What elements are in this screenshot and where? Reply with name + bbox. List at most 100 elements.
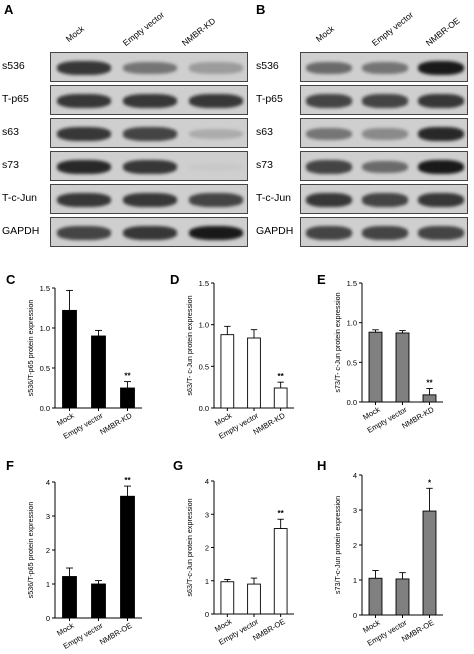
y-tick-label: 0.5 xyxy=(199,362,209,371)
blot-strip xyxy=(50,52,248,82)
y-tick-label: 1.0 xyxy=(199,321,209,330)
y-tick-label: 1.0 xyxy=(347,319,357,328)
blot-row-label: T-c-Jun xyxy=(256,192,292,204)
bar xyxy=(395,332,410,403)
blot-strip xyxy=(50,118,248,148)
blot-strip xyxy=(50,184,248,214)
blot-band xyxy=(122,93,178,108)
blot-band xyxy=(306,61,352,75)
blot-band xyxy=(56,126,112,141)
panel-letter-b: B xyxy=(256,2,266,17)
y-tick-label: 4 xyxy=(205,477,209,486)
y-tick-label: 3 xyxy=(205,510,209,519)
blot-band xyxy=(188,62,244,74)
blot-band xyxy=(362,193,408,207)
blot-band xyxy=(56,93,112,108)
y-axis-label: s73/T-c-Jun protein expression xyxy=(333,496,342,594)
blot-band xyxy=(56,192,112,207)
bar xyxy=(395,578,410,616)
y-tick-label: 1.5 xyxy=(199,279,209,288)
blot-row-label: s63 xyxy=(2,126,19,138)
bar xyxy=(247,337,261,409)
bar xyxy=(273,528,288,615)
significance-marker: ** xyxy=(278,372,285,381)
western-blot-b: Mock Empty vector NMBR-OE s536 T-p65 s63 s7… xyxy=(250,0,474,247)
panel-letter: C xyxy=(6,272,16,287)
blot-row-label: GAPDH xyxy=(2,225,40,237)
blot-row-label: s73 xyxy=(256,159,273,171)
blot-band xyxy=(418,159,464,175)
significance-marker: ** xyxy=(278,509,285,518)
y-tick-label: 1.0 xyxy=(40,324,50,333)
blot-row-label: s536 xyxy=(256,60,279,72)
blot-band xyxy=(418,192,464,207)
y-tick-label: 0.5 xyxy=(347,358,357,367)
panel-letter: D xyxy=(170,272,179,287)
blot-band xyxy=(306,160,352,174)
y-tick-label: 4 xyxy=(46,478,50,487)
blot-strip xyxy=(300,217,468,247)
blot-strip xyxy=(300,151,468,181)
blot-band xyxy=(306,226,352,240)
blot-band xyxy=(56,226,112,240)
y-tick-label: 0 xyxy=(353,611,357,620)
y-tick-label: 1.5 xyxy=(40,284,50,293)
x-tick-label: Mock xyxy=(55,411,75,428)
y-tick-label: 0.0 xyxy=(347,398,357,407)
y-tick-label: 0.0 xyxy=(40,404,50,413)
blot-band xyxy=(122,192,178,207)
y-tick-label: 4 xyxy=(353,471,357,480)
blot-band xyxy=(122,127,178,141)
blot-band xyxy=(418,60,464,76)
y-tick-label: 3 xyxy=(46,512,50,521)
panel-letter-a: A xyxy=(4,2,14,17)
y-tick-label: 2 xyxy=(205,544,209,553)
blot-band xyxy=(306,127,352,141)
panel-letter: E xyxy=(317,272,326,287)
bar xyxy=(368,331,383,403)
blot-band xyxy=(188,128,244,140)
bar xyxy=(422,394,437,403)
panel-letter: F xyxy=(6,458,14,473)
blot-band xyxy=(362,94,408,108)
blot-band xyxy=(188,225,244,241)
y-tick-label: 1 xyxy=(353,576,357,585)
panel-letter: G xyxy=(173,458,183,473)
y-tick-label: 1 xyxy=(46,580,50,589)
blot-band xyxy=(362,226,408,240)
y-tick-label: 0 xyxy=(46,614,50,623)
bar xyxy=(273,387,288,409)
blot-band xyxy=(306,192,352,207)
blot-row-label: T-p65 xyxy=(256,93,283,105)
y-tick-label: 1 xyxy=(205,577,209,586)
y-tick-label: 0 xyxy=(205,610,209,619)
blot-strip xyxy=(50,85,248,115)
blot-band xyxy=(56,159,112,175)
y-tick-label: 3 xyxy=(353,506,357,515)
significance-marker: ** xyxy=(124,372,131,381)
blot-band xyxy=(418,93,464,108)
y-tick-label: 0.5 xyxy=(40,364,50,373)
bar xyxy=(120,495,135,619)
blot-row-label: s73 xyxy=(2,159,19,171)
blot-row-label: GAPDH xyxy=(256,225,294,237)
blot-band xyxy=(418,226,464,240)
blot-band xyxy=(362,128,408,140)
blot-strip xyxy=(300,85,468,115)
blot-band xyxy=(122,61,178,75)
blot-band xyxy=(56,60,112,75)
blot-row-label: T-c-Jun xyxy=(2,192,38,204)
bar xyxy=(62,309,77,409)
panel-letter: H xyxy=(317,458,326,473)
significance-marker: ** xyxy=(124,476,131,485)
western-blot-a: Mock Empty vector NMBR-KD s536 T-p65 s63 s7… xyxy=(0,0,250,247)
blot-band xyxy=(188,193,244,207)
blot-band xyxy=(362,61,408,75)
y-axis-label: s536/T-p65 protein expression xyxy=(26,300,35,397)
bar xyxy=(422,510,437,616)
y-tick-label: 0.0 xyxy=(199,404,209,413)
x-tick-label: Mock xyxy=(55,621,75,638)
bar xyxy=(220,581,235,615)
blot-band xyxy=(306,94,352,108)
